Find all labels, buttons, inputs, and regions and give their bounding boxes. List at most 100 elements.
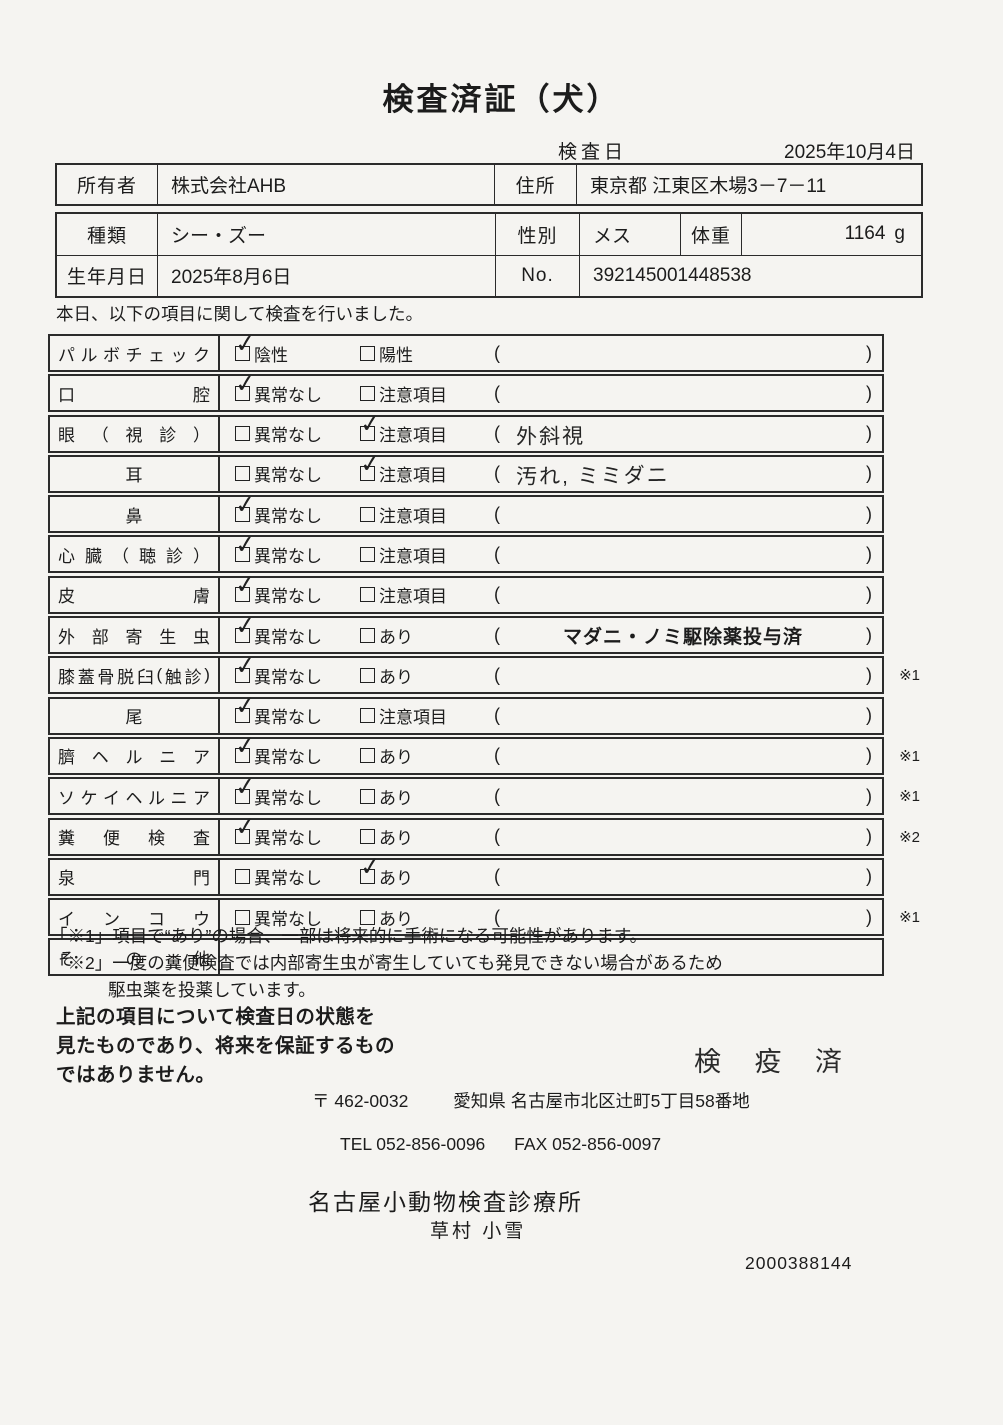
checkmark-icon: ✓ (233, 529, 258, 561)
weight-label: 体重 (680, 214, 741, 255)
checkbox-option-label: あり (379, 748, 413, 768)
checkbox-icon (235, 466, 250, 482)
owner-label: 所有者 (76, 176, 137, 197)
clinic-address-line: 〒 462-0032 愛知県 名古屋市北区辻町5丁目58番地 (312, 1088, 750, 1113)
inspection-date-value: 2025年10月4日 (784, 142, 915, 163)
paren-open: ( (494, 906, 500, 927)
checkbox-option-label: 異常なし (254, 627, 322, 647)
checkbox-option-label: 異常なし (254, 426, 322, 446)
sex-value: メス (579, 214, 680, 255)
item-label: 耳 (50, 456, 220, 491)
checkbox-option-label: 異常なし (254, 506, 322, 526)
checkbox-icon: ✓ (359, 852, 382, 885)
checkbox-option-label: 注意項目 (379, 506, 447, 526)
checklist-row: 臍ヘルニア ✓ 異常なし あり() ※1 (48, 731, 920, 775)
checkbox-option: ✓ あり (359, 852, 494, 889)
row-content: 異常なし あり () (220, 900, 882, 934)
paren-open: ( (494, 342, 500, 363)
checkbox-option-label: 注意項目 (379, 708, 447, 728)
footnote-mark: ※1 (899, 788, 920, 806)
result-parens: () (494, 544, 872, 565)
birth-value: 2025年8月6日 (157, 255, 495, 296)
checklist-row: 糞便検査 ✓ 異常なし あり() ※2 (48, 812, 920, 856)
checkbox-option-label: 異常なし (254, 546, 322, 566)
item-label: 心臓（聴診） (50, 537, 220, 572)
paren-open: ( (494, 584, 500, 605)
handwritten-note: 外斜視 (515, 424, 586, 449)
checkbox-option-label: 異常なし (254, 708, 322, 728)
checkbox-option: ✓ 異常なし (234, 490, 360, 527)
checkbox-icon (235, 869, 250, 885)
checkbox-icon: ✓ (234, 731, 257, 764)
item-label: 糞便検査 (50, 819, 220, 854)
clinic-tel: TEL 052-856-0096 (340, 1134, 486, 1154)
checkmark-icon: ✓ (233, 328, 258, 359)
row-content: 異常なし ✓ 注意項目(汚れ, ミミダニ) (220, 449, 882, 491)
owner-table: 所有者 株式会社AHB 住所 東京都 江東区木場3－7－11 (55, 163, 923, 206)
checklist-row: 眼（視診）異常なし ✓ 注意項目(外斜視) (48, 409, 884, 453)
address-value: 東京都 江東区木場3－7－11 (576, 165, 921, 204)
row-content: ✓ 異常なし あり() (220, 772, 882, 813)
page-title: 検査済証（犬） (382, 82, 621, 117)
paren-close: ) (866, 745, 872, 766)
paren-close: ) (866, 543, 872, 564)
checkbox-option: ✓ 注意項目 (359, 449, 494, 486)
checkbox-icon (360, 748, 375, 764)
checkbox-option: ✓ 異常なし (234, 731, 360, 768)
footnote-mark: ※1 (899, 909, 920, 927)
checklist-row: 耳異常なし ✓ 注意項目(汚れ, ミミダニ) (48, 449, 884, 493)
checkmark-icon: ✓ (233, 489, 258, 520)
examiner-name: 草村 小雪 (430, 1221, 527, 1242)
item-label: 外部寄生虫 (50, 618, 220, 653)
checkmark-icon: ✓ (233, 610, 258, 641)
checkbox-option-label: あり (379, 829, 413, 849)
item-label: 膝蓋骨脱臼(触診) (50, 658, 220, 693)
item-label: パルボチェック (50, 336, 220, 370)
item-label: ソケイヘルニア (50, 779, 220, 814)
paren-close: ) (866, 906, 872, 927)
row-content: ✓ 異常なし あり() (220, 731, 882, 773)
item-label: 泉門 (50, 859, 220, 894)
checkbox-option: あり (360, 784, 494, 809)
checkmark-icon: ✓ (358, 852, 383, 883)
checkbox-icon (235, 909, 250, 925)
checklist-row: 鼻 ✓ 異常なし 注意項目() (48, 490, 884, 534)
checkbox-option: 異常なし (235, 905, 360, 930)
result-parens: () (494, 907, 872, 928)
checkbox-icon (360, 345, 375, 361)
checkmark-icon: ✓ (233, 650, 258, 681)
animal-table: 種類 シー・ズー 性別 メス 体重 1164 g 生年月日 2025年8月6日 … (55, 212, 923, 298)
checkbox-icon (360, 385, 375, 401)
checkmark-icon: ✓ (358, 449, 383, 480)
result-parens: () (494, 866, 872, 887)
row-content: ✓ 陰性 陽性() (220, 328, 882, 370)
item-label: 口腔 (50, 376, 220, 411)
result-parens: () (494, 826, 872, 847)
item-label: 皮膚 (50, 577, 220, 612)
clinic-phone-line: TEL 052-856-0096 FAX 052-856-0097 (340, 1134, 661, 1155)
checkbox-option: 陽性 (360, 341, 494, 366)
item-label: 臍ヘルニア (50, 738, 220, 773)
result-parens: () (494, 504, 872, 525)
item-label: その他 (50, 940, 220, 975)
checkbox-option: 異常なし (235, 864, 360, 889)
handwritten-note: 汚れ, ミミダニ (515, 464, 670, 489)
checkbox-option: あり (360, 623, 494, 648)
checkbox-option: 異常なし (235, 421, 360, 446)
result-parens: (汚れ, ミミダニ) (494, 459, 872, 489)
checkbox-icon: ✓ (359, 449, 382, 482)
paren-open: ( (494, 785, 500, 806)
checkbox-option-label: 注意項目 (379, 546, 447, 566)
checkbox-icon (235, 426, 250, 442)
paren-close: ) (866, 664, 872, 685)
paren-close: ) (866, 463, 872, 484)
result-parens: () (494, 343, 872, 364)
checkbox-option-label: 異常なし (254, 748, 322, 768)
breed-label: 種類 (86, 225, 127, 247)
checkbox-icon (360, 506, 375, 522)
paren-close: ) (866, 423, 872, 444)
checkbox-option: ✓ 異常なし (234, 772, 360, 809)
checkbox-option-label: 注意項目 (379, 466, 447, 486)
birth-label: 生年月日 (66, 267, 147, 289)
checkbox-option: ✓ 異常なし (234, 570, 360, 607)
